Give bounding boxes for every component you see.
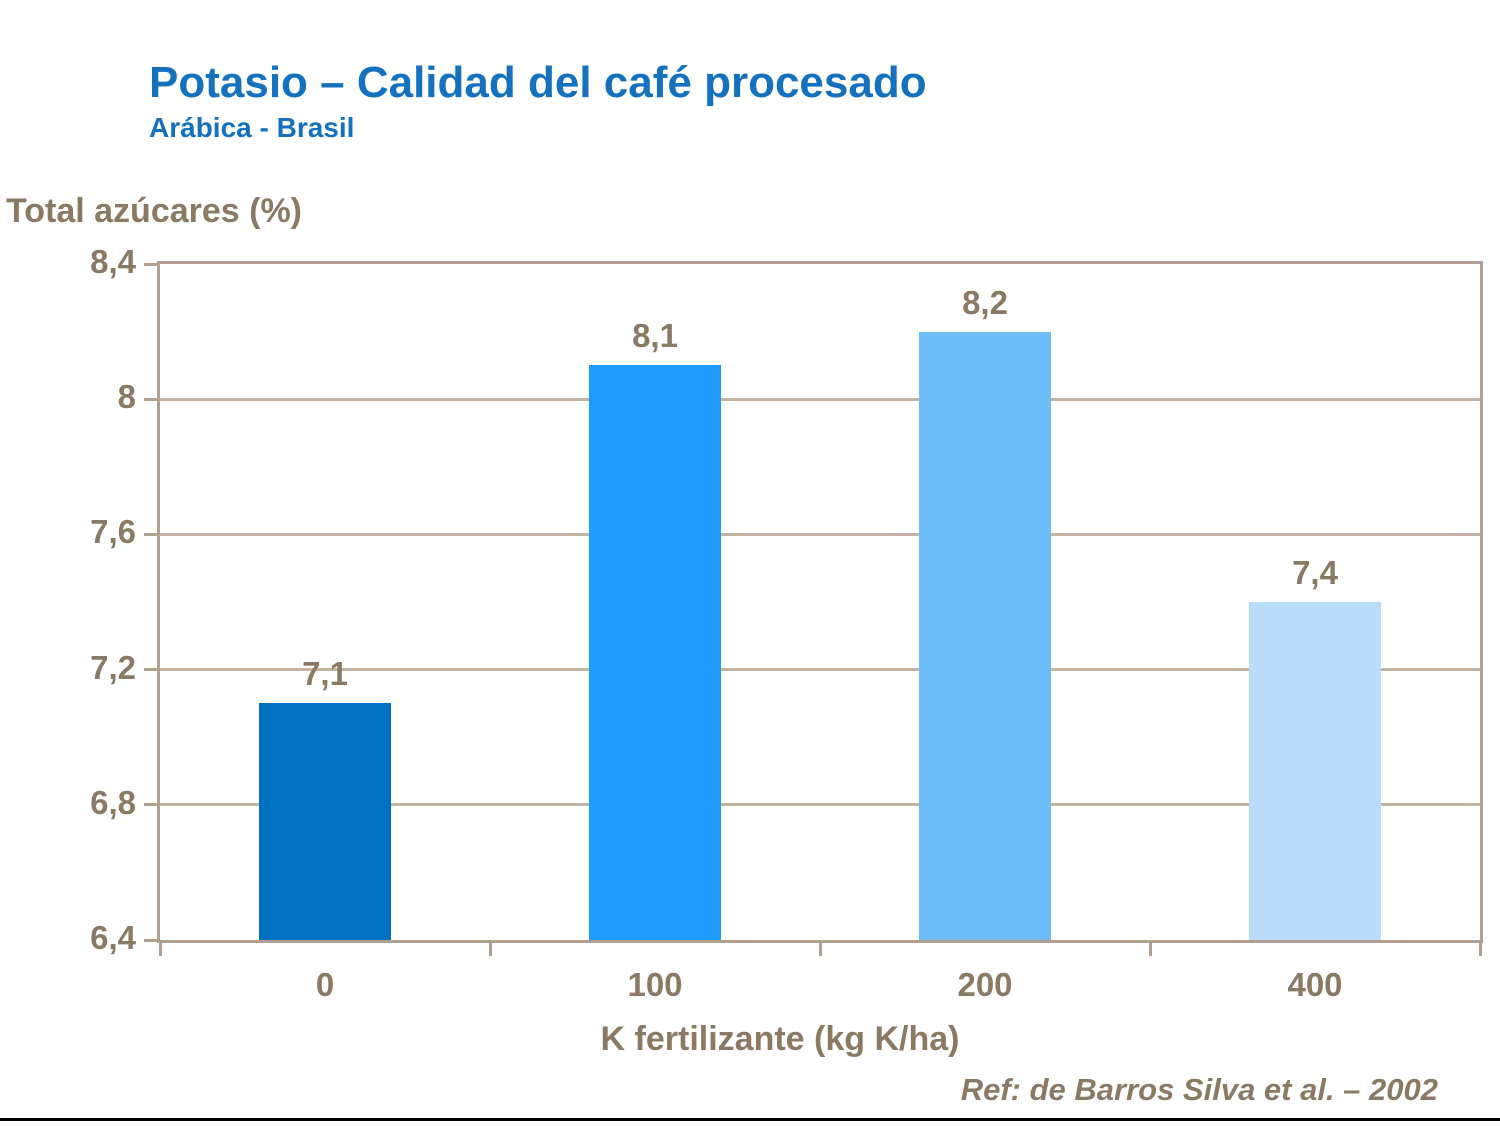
bar-value-label: 8,2: [962, 284, 1008, 321]
bar-value-label: 7,4: [1292, 554, 1338, 591]
bar: [589, 365, 721, 940]
bar: [1249, 602, 1381, 940]
gridline: [160, 803, 1480, 806]
y-tick-label: 8,4: [90, 243, 136, 280]
bar-value-label: 8,1: [632, 317, 678, 354]
reference-text: Ref: de Barros Silva et al. – 2002: [960, 1072, 1438, 1107]
x-tick-mark: [819, 943, 822, 956]
x-category-label: 400: [1287, 966, 1343, 1003]
y-tick-mark: [144, 803, 157, 806]
y-tick-mark: [144, 398, 157, 401]
chart-plot-area: 7,1 8,1 8,2 7,4: [157, 261, 1483, 943]
y-tick-label: 7,2: [90, 649, 136, 686]
gridline: [160, 533, 1480, 536]
y-tick-mark: [144, 668, 157, 671]
page-subtitle: Arábica - Brasil: [149, 112, 355, 143]
x-category-label: 100: [627, 966, 683, 1003]
x-tick-mark: [1149, 943, 1152, 956]
y-tick-mark: [144, 263, 157, 266]
y-axis-label: Total azúcares (%): [6, 192, 303, 230]
x-axis-title: K fertilizante (kg K/ha): [600, 1020, 960, 1058]
footer-rule: [0, 1118, 1500, 1121]
y-tick-mark: [144, 939, 157, 942]
y-tick-label: 6,4: [90, 919, 136, 956]
gridline: [160, 398, 1480, 401]
y-tick-label: 8: [117, 378, 136, 415]
x-category-label: 200: [957, 966, 1013, 1003]
bar-value-label: 7,1: [302, 655, 348, 692]
x-category-label: 0: [315, 966, 335, 1003]
bar: [919, 332, 1051, 940]
y-tick-mark: [144, 533, 157, 536]
x-tick-mark: [159, 943, 162, 956]
y-tick-label: 6,8: [90, 784, 136, 821]
page-title: Potasio – Calidad del café procesado: [149, 58, 927, 107]
gridline: [160, 668, 1480, 671]
x-tick-mark: [489, 943, 492, 956]
y-tick-label: 7,6: [90, 513, 136, 550]
bar: [259, 703, 391, 940]
x-tick-mark: [1479, 943, 1482, 956]
